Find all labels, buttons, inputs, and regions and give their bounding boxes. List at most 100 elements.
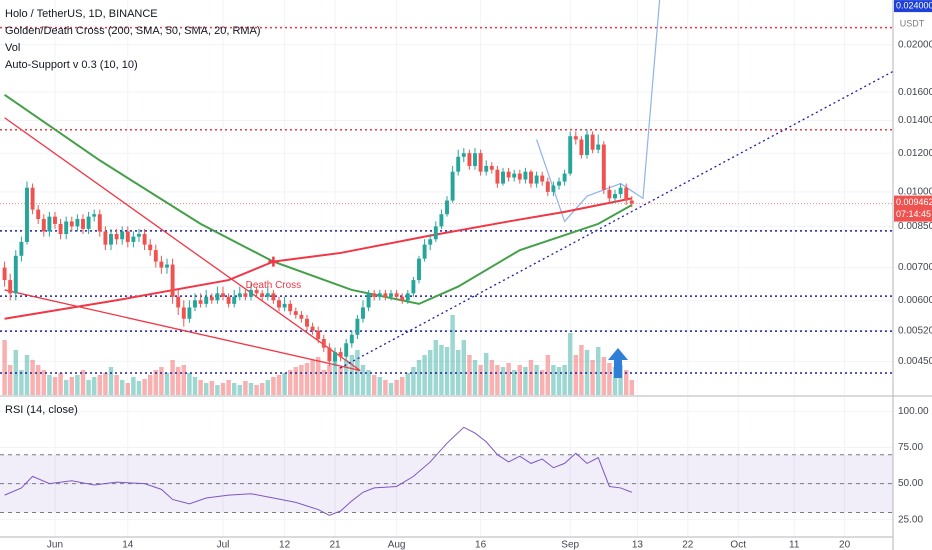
volume-bar xyxy=(332,355,338,395)
candle-body xyxy=(114,234,119,240)
candle-body xyxy=(92,214,97,217)
candle-body xyxy=(361,307,365,319)
currency: USDT xyxy=(900,18,925,28)
candle-body xyxy=(226,296,231,304)
candle-body xyxy=(557,181,561,186)
candle-body xyxy=(450,171,455,201)
volume-bar xyxy=(394,380,399,395)
volume-bar xyxy=(287,370,293,395)
volume-bar xyxy=(595,347,601,395)
candle-body xyxy=(237,293,242,297)
candle-body xyxy=(501,171,505,184)
x-tick-label: 13 xyxy=(632,540,644,550)
candle-body xyxy=(249,289,253,297)
y-tick-label: 75.00 xyxy=(898,442,923,453)
x-tick-label: Jun xyxy=(47,540,63,550)
candle-body xyxy=(36,209,41,220)
chart-title: Holo / TetherUS, 1D, BINANCE xyxy=(5,8,158,20)
volume-bar xyxy=(86,380,91,395)
candle-body xyxy=(400,296,405,301)
x-tick-label: 22 xyxy=(682,540,694,550)
y-tick-label: 25.00 xyxy=(898,514,923,525)
main-pane: Death Cross xyxy=(0,0,893,395)
volume-bar xyxy=(170,360,175,395)
volume-bar xyxy=(551,365,556,395)
volume-bar xyxy=(315,357,321,395)
candle-body xyxy=(405,293,410,301)
volume-bar xyxy=(534,365,539,395)
candle-body xyxy=(433,226,438,240)
candle-body xyxy=(629,200,634,204)
volume-bar xyxy=(153,370,159,395)
y-tick-label: 0.004500 xyxy=(898,356,932,367)
volume-bar xyxy=(24,355,30,395)
candle-body xyxy=(596,144,601,150)
volume-bar xyxy=(187,373,192,395)
volume-bar xyxy=(321,370,327,395)
x-tick-label: 12 xyxy=(279,540,291,550)
candle-body xyxy=(204,296,209,304)
volume-bar xyxy=(209,381,215,395)
volume-bar xyxy=(136,381,142,395)
candle-body xyxy=(417,258,421,281)
candle-body xyxy=(181,307,186,319)
candle-body xyxy=(120,231,125,240)
candle-body xyxy=(456,156,461,172)
candle-body xyxy=(389,293,393,297)
candle-body xyxy=(81,219,85,229)
candle-body xyxy=(277,300,281,308)
volume-bar xyxy=(91,377,97,395)
candle-body xyxy=(109,234,113,245)
volume-bar xyxy=(164,373,170,395)
volume-bar xyxy=(265,380,271,395)
volume-bar xyxy=(119,380,125,395)
volume-bar xyxy=(377,377,383,395)
candle-body xyxy=(69,221,74,227)
volume-bar xyxy=(226,380,231,395)
candle-body xyxy=(131,236,136,242)
candle-body xyxy=(2,267,7,281)
volume-bar xyxy=(30,360,35,395)
volume-bar xyxy=(472,360,478,395)
volume-bar xyxy=(511,370,517,395)
candle-body xyxy=(170,264,175,297)
candle-body xyxy=(148,244,153,251)
candle-body xyxy=(517,173,522,180)
candle-body xyxy=(495,169,500,184)
candle-body xyxy=(573,136,578,140)
volume-bar xyxy=(567,333,573,395)
candle-body xyxy=(512,173,517,178)
volume-bar xyxy=(80,370,86,395)
candle-body xyxy=(383,293,388,297)
volume-bar xyxy=(349,355,355,395)
candle-body xyxy=(422,244,427,259)
candle-body xyxy=(97,214,102,232)
candle-body xyxy=(372,293,377,297)
volume-bar xyxy=(293,367,299,395)
last-price-tag xyxy=(894,195,932,222)
line xyxy=(4,289,361,372)
candle-body xyxy=(209,296,214,301)
candle-body xyxy=(545,181,550,192)
volume-bar xyxy=(147,375,153,395)
volume-bar xyxy=(562,365,567,395)
rsi-band xyxy=(0,454,893,513)
candle-body xyxy=(232,296,237,304)
volume-bar xyxy=(125,383,131,395)
candle-body xyxy=(349,334,354,344)
volume-bar xyxy=(629,380,635,395)
candle-body xyxy=(30,187,35,210)
volume-bar xyxy=(310,360,315,395)
volume-bar xyxy=(142,379,147,395)
rsi-title: RSI (14, close) xyxy=(5,404,78,416)
candle-body xyxy=(601,144,606,190)
candle-body xyxy=(47,216,52,232)
candle-body xyxy=(484,165,489,172)
cross-marker xyxy=(268,256,279,267)
volume-bar xyxy=(371,375,377,395)
volume-bar xyxy=(276,375,282,395)
